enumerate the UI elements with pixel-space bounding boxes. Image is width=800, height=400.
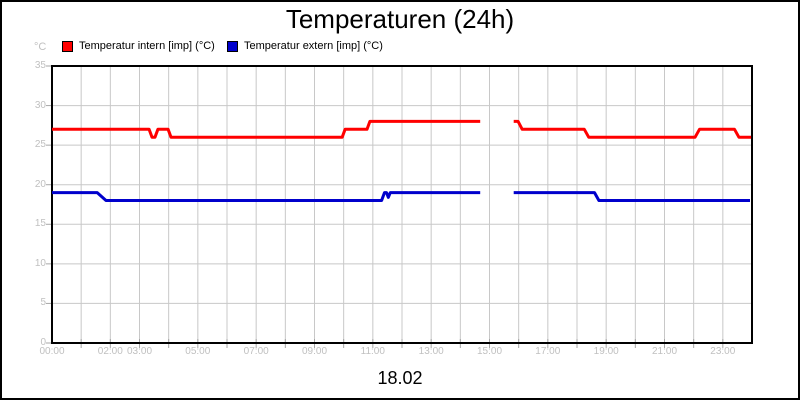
x-tick-label: 05:00 bbox=[185, 346, 211, 357]
x-tick-label: 23:00 bbox=[710, 346, 736, 357]
x-tick-label: 15:00 bbox=[476, 346, 503, 357]
legend-label-extern: Temperatur extern [imp] (°C) bbox=[244, 40, 383, 52]
x-tick-label: 11:00 bbox=[360, 346, 385, 357]
y-tick-label: 15 bbox=[34, 218, 46, 230]
x-tick-label: 19:00 bbox=[593, 346, 619, 357]
legend-item-intern: Temperatur intern [imp] (°C) bbox=[62, 39, 215, 53]
y-tick-label: 20 bbox=[34, 178, 46, 190]
x-tick-label: 00:00 bbox=[39, 346, 65, 357]
x-tick-label: 07:00 bbox=[243, 346, 269, 357]
y-tick-label: 5 bbox=[40, 297, 46, 309]
y-tick-label: 35 bbox=[34, 60, 46, 71]
y-tick-label: 30 bbox=[34, 99, 46, 111]
chart-title: Temperaturen (24h) bbox=[285, 4, 515, 34]
y-tick-label: 0 bbox=[40, 337, 46, 348]
x-tick-label: 09:00 bbox=[301, 346, 328, 357]
x-tick-label: 03:00 bbox=[126, 346, 153, 357]
legend-swatch-extern-icon bbox=[227, 40, 238, 52]
x-tick-label: 21:00 bbox=[651, 346, 678, 357]
x-tick-label: 13:00 bbox=[418, 346, 444, 357]
legend-item-extern: Temperatur extern [imp] (°C) bbox=[227, 39, 383, 53]
y-axis-unit-label: °C bbox=[34, 41, 47, 53]
legend-label-intern: Temperatur intern [imp] (°C) bbox=[79, 40, 215, 52]
y-tick-label: 10 bbox=[34, 257, 46, 269]
legend-swatch-intern-icon bbox=[62, 40, 73, 52]
y-tick-label: 25 bbox=[34, 139, 46, 151]
x-tick-label: 17:00 bbox=[535, 346, 561, 357]
x-axis-date-label: 18.02 bbox=[377, 368, 423, 388]
x-tick-label: 02:00 bbox=[97, 346, 123, 357]
